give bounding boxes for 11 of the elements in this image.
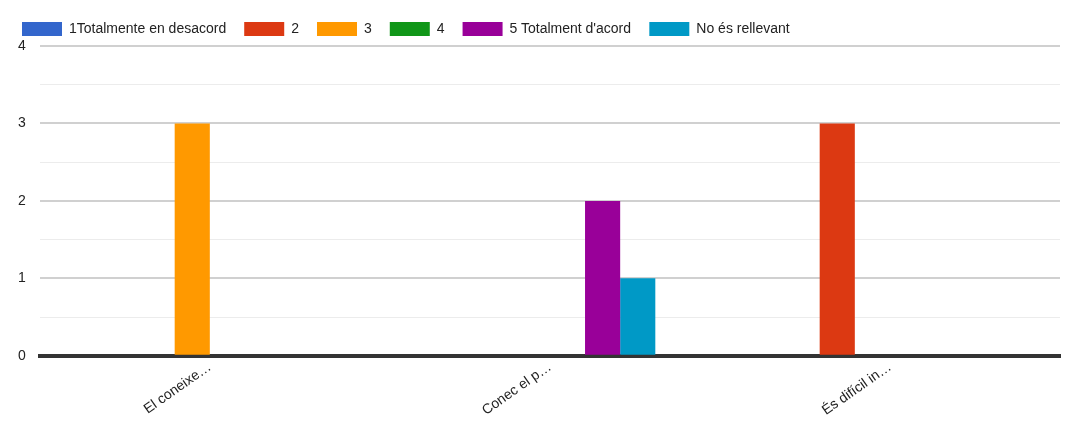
y-tick-label: 0 — [17, 346, 26, 363]
legend-label: No és rellevant — [696, 19, 790, 36]
y-tick-label: 3 — [17, 114, 26, 131]
legend-label: 3 — [364, 19, 372, 36]
y-tick-label: 2 — [17, 191, 26, 208]
legend-label: 2 — [291, 19, 300, 36]
y-tick-label: 1 — [17, 269, 26, 286]
legend-label: 4 — [436, 19, 445, 36]
y-tick-label: 4 — [17, 36, 26, 53]
legend-label: 1Totalmente en desacord — [69, 19, 227, 36]
legend-label: 5 Totalment d'acord — [509, 19, 632, 36]
